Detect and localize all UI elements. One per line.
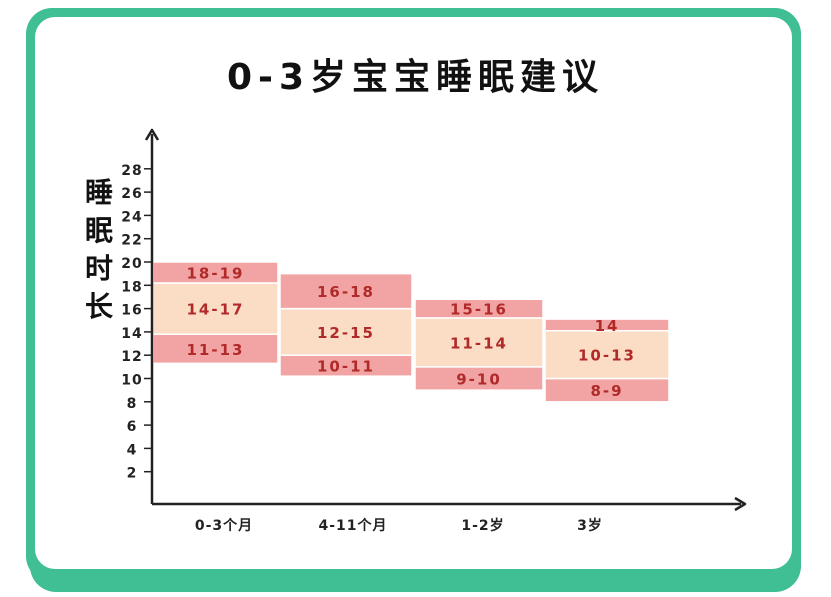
bar-upper-1: [279, 272, 413, 310]
y-tick-label: 20: [121, 256, 142, 272]
y-tick-label: 2: [127, 466, 138, 482]
y-tick-label: 16: [121, 303, 142, 319]
bar-label-lower-1: 10-11: [317, 358, 375, 376]
page-title: 0-3岁宝宝睡眠建议: [226, 57, 605, 98]
y-tick-label: 28: [121, 163, 142, 179]
bar-label-upper-3: 14: [595, 317, 620, 335]
bar-upper-3: [544, 318, 670, 332]
y-tick-label: 8: [127, 396, 138, 412]
y-tick-label: 26: [121, 186, 142, 202]
bar-recommended-3: [544, 329, 670, 380]
y-tick-label: 6: [127, 419, 138, 435]
y-axis-title-text: 睡眠时长: [85, 176, 113, 323]
y-axis-title: 睡眠时长: [85, 176, 113, 323]
bar-upper-2: [414, 298, 544, 319]
y-tick-label: 22: [121, 233, 142, 249]
bars-layer: 11-13 14-17 18-19 10-11 12-15 16-18 9-10 11-14 1…: [152, 261, 670, 403]
y-tick-label: 18: [121, 279, 142, 295]
x-category-label: 4-11个月: [318, 517, 387, 534]
x-category-label: 0-3个月: [195, 517, 253, 534]
y-tick-label: 12: [121, 349, 142, 365]
bar-label-lower-0: 11-13: [187, 341, 245, 359]
bar-label-recommended-1: 12-15: [317, 324, 375, 342]
bar-label-lower-3: 8-9: [590, 382, 623, 400]
y-tick-label: 10: [121, 373, 142, 389]
x-category-label: 1-2岁: [461, 517, 504, 534]
bar-label-recommended-0: 14-17: [187, 301, 245, 319]
bar-label-recommended-2: 11-14: [450, 334, 508, 352]
y-tick-label: 24: [121, 209, 142, 225]
bar-label-upper-1: 16-18: [317, 283, 375, 301]
bar-lower-0: [152, 333, 279, 365]
y-tick-label: 4: [127, 442, 138, 458]
x-category-label: 3岁: [577, 517, 603, 534]
x-axis-arrow: [734, 496, 747, 512]
bar-label-upper-0: 18-19: [187, 264, 245, 282]
bar-recommended-2: [414, 317, 544, 368]
y-axis-arrow: [144, 128, 160, 141]
y-tick-label: 14: [121, 326, 142, 342]
bar-label-recommended-3: 10-13: [578, 347, 636, 365]
bar-label-lower-2: 9-10: [456, 371, 502, 389]
bar-label-upper-2: 15-16: [450, 301, 508, 319]
